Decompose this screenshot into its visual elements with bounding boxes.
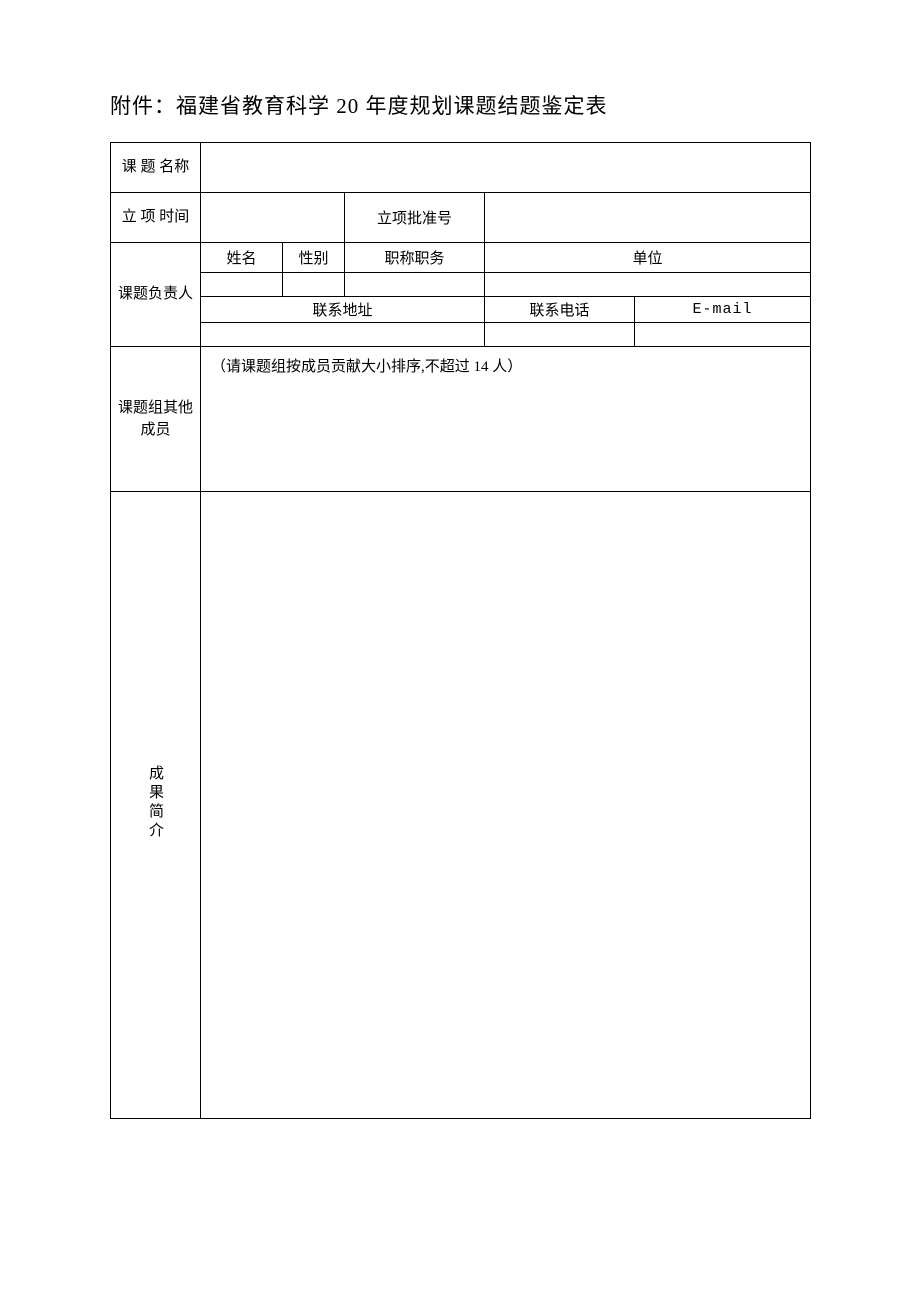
label-results-summary-text: 成果简介 [145, 765, 166, 841]
value-unit [485, 273, 811, 297]
header-phone: 联系电话 [485, 297, 635, 323]
label-approval-number: 立项批准号 [345, 193, 485, 243]
page-title: 附件：福建省教育科学 20 年度规划课题结题鉴定表 [110, 90, 810, 120]
header-unit: 单位 [485, 243, 811, 273]
header-title-duty: 职称职务 [345, 243, 485, 273]
header-name: 姓名 [201, 243, 283, 273]
label-approval-time: 立 项 时间 [111, 193, 201, 243]
value-name [201, 273, 283, 297]
value-approval-number [485, 193, 811, 243]
value-approval-time [201, 193, 345, 243]
value-phone [485, 323, 635, 347]
value-address [201, 323, 485, 347]
label-other-members: 课题组其他成员 [111, 347, 201, 492]
value-gender [283, 273, 345, 297]
header-address: 联系地址 [201, 297, 485, 323]
header-gender: 性别 [283, 243, 345, 273]
value-other-members: （请课题组按成员贡献大小排序,不超过 14 人） [201, 347, 811, 492]
header-email: E-mail [635, 297, 811, 323]
value-email [635, 323, 811, 347]
value-project-name [201, 143, 811, 193]
value-title-duty [345, 273, 485, 297]
label-results-summary: 成果简介 [111, 492, 201, 1119]
label-project-name: 课 题 名称 [111, 143, 201, 193]
value-results-summary [201, 492, 811, 1119]
note-other-members: （请课题组按成员贡献大小排序,不超过 14 人） [211, 359, 522, 375]
appraisal-table: 课 题 名称 立 项 时间 立项批准号 课题负责人 姓名 性别 职称职务 单位 … [110, 142, 811, 1119]
label-project-leader: 课题负责人 [111, 243, 201, 347]
